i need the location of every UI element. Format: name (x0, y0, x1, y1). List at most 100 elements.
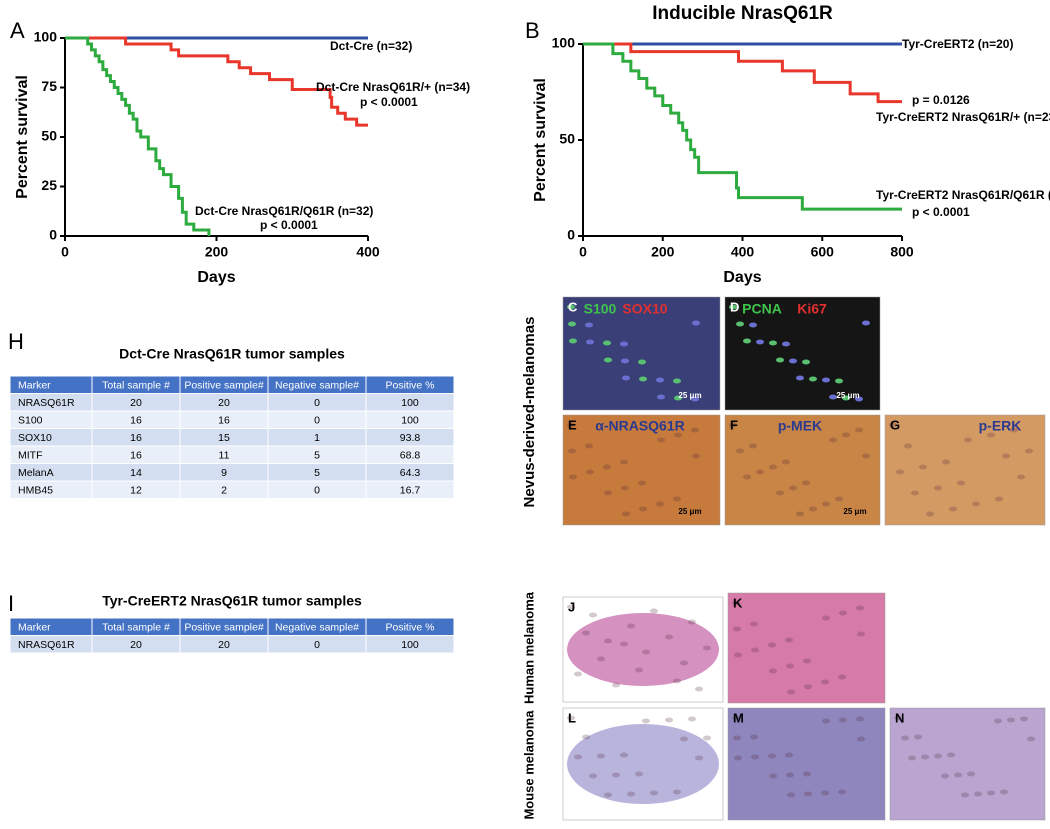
table-title: Tyr-CreERT2 NrasQ61R tumor samples (102, 593, 362, 609)
x-axis-label: Days (723, 269, 761, 286)
cell (691, 396, 699, 402)
cell (751, 647, 759, 653)
cell (1025, 448, 1033, 454)
cell (695, 755, 703, 761)
y-tick-label: 100 (34, 29, 58, 45)
cell (732, 715, 740, 721)
cell (604, 357, 612, 363)
cell (838, 674, 846, 680)
table-cell: SOX10 (18, 432, 52, 444)
table-cell: 100 (401, 415, 419, 427)
table-cell: 64.3 (400, 467, 421, 479)
cell (756, 339, 764, 345)
stain-label: PCNA (742, 301, 782, 317)
table-cell: 20 (130, 639, 142, 651)
cell (604, 638, 612, 644)
cell (803, 771, 811, 777)
cell (829, 394, 837, 400)
cell (638, 359, 646, 365)
cell (769, 773, 777, 779)
cell (627, 791, 635, 797)
cell (673, 789, 681, 795)
y-tick-label: 50 (41, 128, 57, 144)
cell (919, 464, 927, 470)
cell (756, 469, 764, 475)
cell (567, 715, 575, 721)
table-title: Dct-Cre NrasQ61R tumor samples (119, 346, 345, 362)
y-tick-label: 100 (552, 35, 576, 51)
cell (688, 619, 696, 625)
panel-label: D (730, 299, 739, 314)
cell (733, 626, 741, 632)
cell (1000, 789, 1008, 795)
cell (995, 496, 1003, 502)
cell (650, 608, 658, 614)
table-cell: 16 (130, 415, 142, 427)
micrograph (727, 592, 886, 704)
table-cell: 16 (130, 432, 142, 444)
cell (954, 772, 962, 778)
cell (994, 718, 1002, 724)
cell (789, 485, 797, 491)
cell (567, 304, 575, 310)
cell (896, 469, 904, 475)
p-value: p = 0.0126 (912, 93, 970, 107)
cell (856, 605, 864, 611)
x-tick-label: 200 (205, 244, 229, 260)
table-cell: Positive % (385, 622, 434, 634)
table-cell: 20 (218, 639, 230, 651)
panel-label: E (568, 417, 577, 432)
p-value: p < 0.0001 (912, 205, 970, 219)
chart-title: Inducible NrasQ61R (652, 3, 833, 24)
cell (586, 339, 594, 345)
y-tick-label: 75 (41, 78, 57, 94)
cell (639, 376, 647, 382)
table-cell: 16 (130, 450, 142, 462)
table-cell: 68.8 (400, 450, 421, 462)
y-axis-label: Percent survival (532, 78, 549, 202)
cell (673, 496, 681, 502)
cell (901, 735, 909, 741)
panel-label: B (525, 18, 540, 43)
cell (639, 506, 647, 512)
cell (585, 322, 593, 328)
cell (635, 771, 643, 777)
cell (729, 422, 737, 428)
table-cell: Negative sample# (275, 622, 359, 634)
micrograph (724, 296, 881, 411)
panel-label: F (730, 417, 738, 432)
cell (802, 480, 810, 486)
cell (769, 464, 777, 470)
cell (650, 790, 658, 796)
p-value: p < 0.0001 (360, 95, 418, 109)
y-tick-label: 25 (41, 177, 57, 193)
cell (942, 459, 950, 465)
cell (769, 340, 777, 346)
cell (839, 610, 847, 616)
cell (642, 718, 650, 724)
table-cell: MITF (18, 450, 43, 462)
cell (568, 448, 576, 454)
cell (620, 641, 628, 647)
cell (688, 716, 696, 722)
cell (692, 453, 700, 459)
cell (692, 320, 700, 326)
cell (1027, 736, 1035, 742)
cell (987, 432, 995, 438)
cell (822, 615, 830, 621)
panel-label: H (8, 329, 24, 354)
table-cell: 100 (401, 397, 419, 409)
cell (857, 631, 865, 637)
cell (776, 357, 784, 363)
panel-label: M (733, 710, 744, 725)
table-cell: 2 (221, 485, 227, 497)
cell (804, 791, 812, 797)
y-tick-label: 50 (559, 131, 575, 147)
cell (829, 437, 837, 443)
cell (642, 649, 650, 655)
x-tick-label: 600 (811, 244, 835, 260)
cell (751, 754, 759, 760)
cell (736, 321, 744, 327)
panel-label: N (895, 710, 904, 725)
